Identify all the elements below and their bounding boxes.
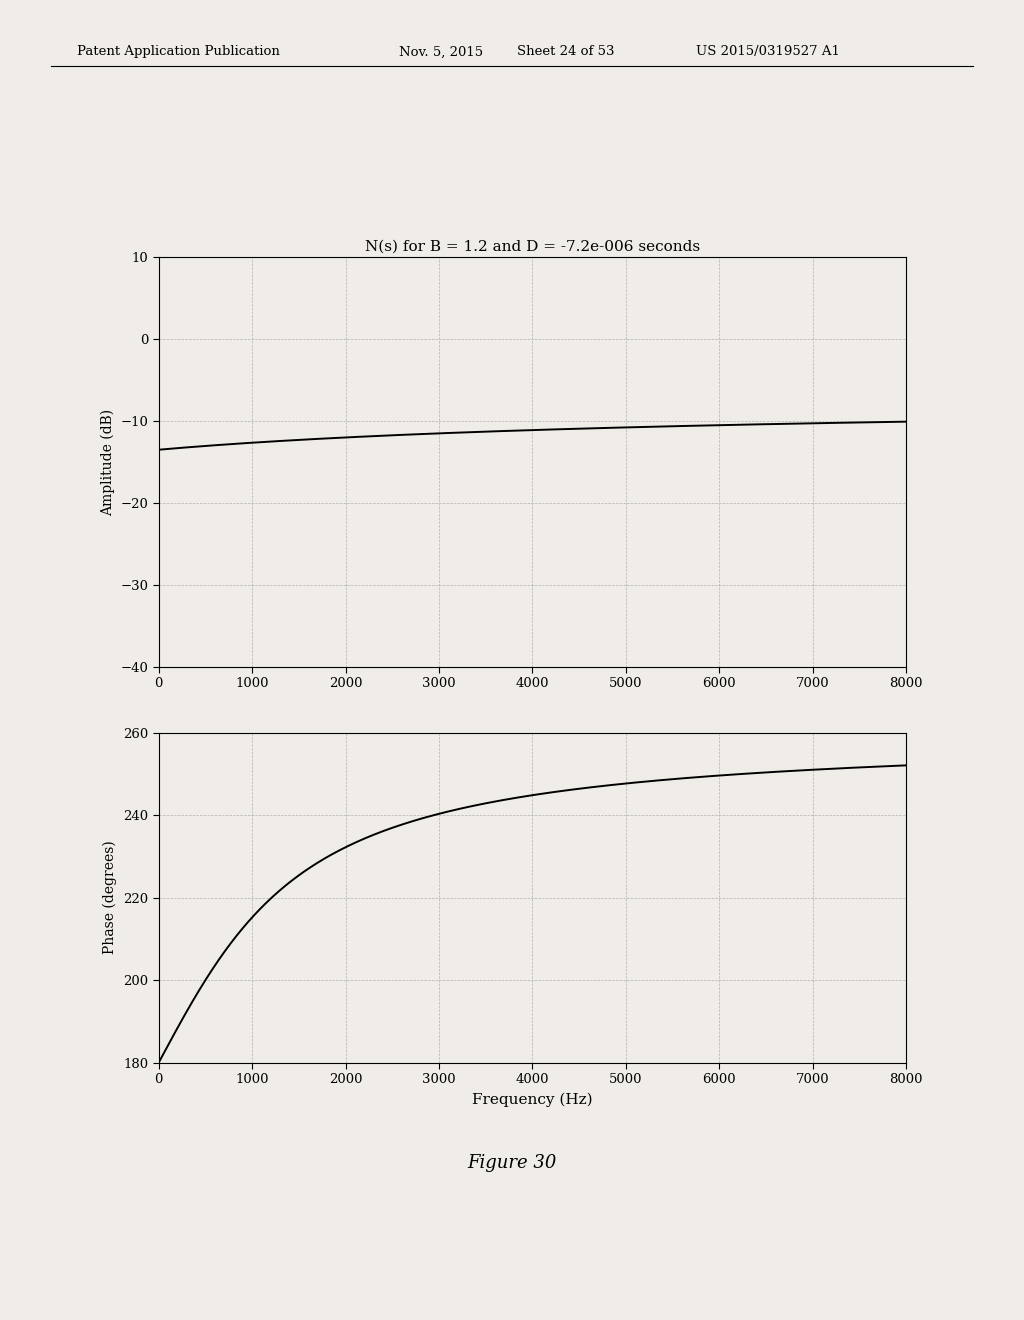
Text: Nov. 5, 2015: Nov. 5, 2015 xyxy=(399,45,483,58)
Text: US 2015/0319527 A1: US 2015/0319527 A1 xyxy=(696,45,841,58)
Y-axis label: Amplitude (dB): Amplitude (dB) xyxy=(100,408,115,516)
Title: N(s) for B = 1.2 and D = -7.2e-006 seconds: N(s) for B = 1.2 and D = -7.2e-006 secon… xyxy=(365,239,700,253)
Text: Figure 30: Figure 30 xyxy=(467,1154,557,1172)
X-axis label: Frequency (Hz): Frequency (Hz) xyxy=(472,1093,593,1107)
Text: Patent Application Publication: Patent Application Publication xyxy=(77,45,280,58)
Y-axis label: Phase (degrees): Phase (degrees) xyxy=(103,841,118,954)
Text: Sheet 24 of 53: Sheet 24 of 53 xyxy=(517,45,614,58)
